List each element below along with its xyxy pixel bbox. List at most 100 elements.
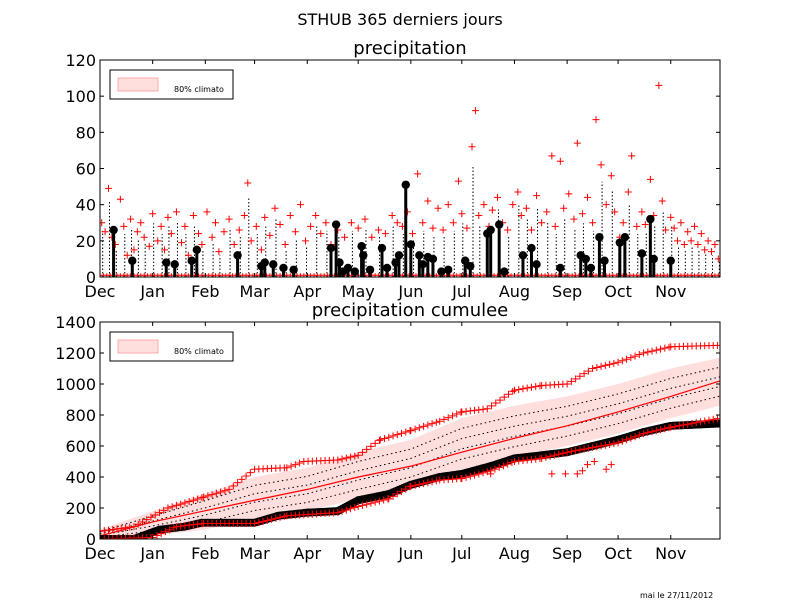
- observed-point: [415, 251, 424, 260]
- climato-cross: [101, 228, 109, 236]
- envelope-cross: [338, 455, 346, 463]
- envelope-cross: [563, 380, 571, 388]
- envelope-cross: [242, 472, 250, 480]
- envelope-cross: [151, 511, 159, 519]
- climato-cross: [697, 230, 705, 238]
- envelope-cross: [550, 451, 558, 459]
- observed-point: [269, 260, 278, 269]
- climato-cross: [240, 212, 248, 220]
- envelope-cross: [606, 440, 614, 448]
- envelope-cross: [500, 393, 508, 401]
- envelope-cross: [705, 416, 713, 424]
- y-tick-label: 400: [65, 468, 96, 487]
- envelope-cross: [200, 493, 208, 501]
- envelope-cross: [194, 495, 202, 503]
- climato-cross: [429, 224, 437, 232]
- climato-cross: [667, 213, 675, 221]
- envelope-cross: [342, 506, 350, 514]
- climato-cross: [322, 219, 330, 227]
- climato-cross: [266, 231, 274, 239]
- envelope-cross: [334, 509, 342, 517]
- envelope-cross: [100, 527, 108, 535]
- observed-point: [556, 263, 565, 273]
- climato-cross: [454, 177, 462, 185]
- envelope-cross: [354, 502, 362, 510]
- climato-cross: [393, 219, 401, 227]
- envelope-cross: [623, 355, 631, 363]
- envelope-cross: [398, 488, 406, 496]
- envelope-cross: [367, 499, 375, 507]
- envelope-cross: [143, 516, 151, 524]
- envelope-cross: [276, 513, 284, 521]
- observed-point: [527, 243, 536, 253]
- climato-cross: [658, 197, 666, 205]
- observed-point: [187, 256, 196, 265]
- x-tick-label: Jun: [397, 544, 423, 563]
- envelope-cross: [504, 460, 512, 468]
- climato-cross: [116, 195, 124, 203]
- legend: 80% climato: [109, 331, 234, 362]
- envelope-cross: [161, 528, 169, 536]
- envelope-cross: [296, 459, 304, 467]
- observed-point: [350, 267, 359, 276]
- observed-point: [401, 180, 410, 189]
- outlier-cross: [578, 467, 586, 475]
- climato-cross: [711, 240, 719, 248]
- envelope-cross: [212, 489, 220, 497]
- climato-cross: [181, 222, 189, 230]
- envelope-cross: [610, 359, 618, 367]
- climato-cross: [161, 246, 169, 254]
- outlier-cross: [602, 465, 610, 473]
- x-tick-label: Dec: [85, 282, 116, 301]
- y-tick-label: 200: [65, 499, 96, 518]
- climato-cross: [684, 228, 692, 236]
- climato-cross: [655, 81, 663, 89]
- climato-cross: [624, 188, 632, 196]
- climato-cross: [701, 246, 709, 254]
- x-tick-label: May: [342, 282, 375, 301]
- envelope-cross: [589, 365, 597, 372]
- envelope-cross: [589, 444, 597, 452]
- climato-cross: [368, 233, 376, 241]
- envelope-cross: [411, 481, 419, 489]
- envelope-cross: [505, 390, 513, 398]
- y-tick-label: 100: [65, 87, 96, 106]
- observed-point: [260, 258, 269, 267]
- envelope-cross: [291, 461, 299, 469]
- plot-area: [100, 81, 720, 277]
- envelope-cross: [479, 405, 487, 413]
- x-tick-label: Oct: [604, 282, 632, 301]
- envelope-cross: [393, 431, 401, 439]
- climato-cross: [178, 239, 186, 247]
- envelope-cross: [138, 518, 146, 526]
- envelope-cross: [696, 418, 704, 426]
- envelope-cross: [204, 492, 212, 500]
- observed-point: [581, 254, 591, 264]
- outlier-cross: [573, 470, 581, 478]
- climato-cross: [551, 222, 559, 230]
- envelope-cross: [495, 463, 503, 471]
- envelope-cross: [688, 419, 696, 427]
- envelope-cross: [475, 406, 483, 414]
- envelope-cross: [523, 384, 531, 392]
- envelope-cross: [555, 450, 563, 458]
- envelope-cross: [440, 415, 448, 423]
- envelope-cross: [376, 436, 384, 444]
- outlier-cross: [584, 461, 592, 469]
- envelope-cross: [623, 436, 631, 444]
- envelope-cross: [496, 396, 504, 404]
- envelope-cross: [126, 523, 134, 531]
- climato-cross: [130, 246, 138, 254]
- y-tick-label: 0: [86, 268, 96, 287]
- climato-cross: [354, 224, 362, 232]
- envelope-cross: [428, 420, 436, 428]
- envelope-cross: [483, 405, 491, 413]
- envelope-cross: [221, 487, 229, 495]
- envelope-cross: [640, 349, 648, 357]
- envelope-cross: [627, 354, 635, 362]
- envelope-cross: [679, 421, 687, 429]
- envelope-cross: [121, 524, 129, 532]
- outlier-cross: [548, 470, 556, 478]
- envelope-cross: [432, 477, 440, 485]
- envelope-cross: [351, 503, 359, 511]
